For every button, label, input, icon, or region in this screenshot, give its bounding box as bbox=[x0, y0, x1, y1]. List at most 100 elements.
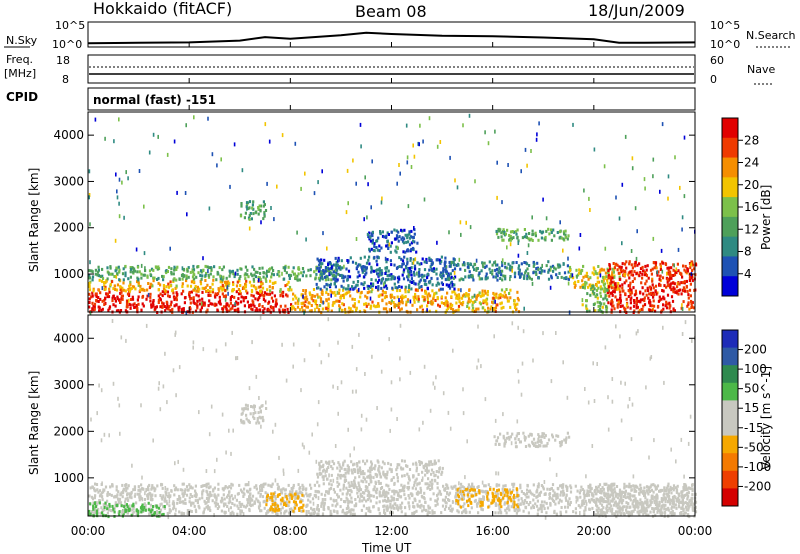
heatmap-cell bbox=[322, 231, 324, 236]
heatmap-cell bbox=[404, 295, 407, 299]
heatmap-cell bbox=[378, 267, 381, 271]
heatmap-cell bbox=[502, 496, 505, 500]
heatmap-cell bbox=[646, 286, 649, 290]
heatmap-cell bbox=[337, 266, 341, 270]
heatmap-cell bbox=[128, 494, 132, 498]
heatmap-cell bbox=[327, 263, 330, 266]
heatmap-cell bbox=[688, 288, 692, 292]
heatmap-cell bbox=[492, 487, 495, 491]
heatmap-cell bbox=[108, 305, 112, 309]
heatmap-cell bbox=[363, 275, 366, 279]
heatmap-cell bbox=[661, 289, 664, 292]
heatmap-cell bbox=[464, 262, 466, 267]
heatmap-cell bbox=[661, 511, 664, 515]
heatmap-cell bbox=[650, 291, 653, 295]
heatmap-cell bbox=[328, 487, 331, 491]
heatmap-cell bbox=[401, 294, 404, 298]
heatmap-cell bbox=[157, 298, 160, 302]
heatmap-cell bbox=[550, 274, 553, 278]
heatmap-cell bbox=[252, 415, 255, 419]
heatmap-cell bbox=[606, 298, 609, 302]
heatmap-cell bbox=[534, 231, 537, 235]
heatmap-cell bbox=[241, 168, 244, 173]
heatmap-cell bbox=[319, 287, 322, 291]
heatmap-cell bbox=[199, 308, 202, 312]
heatmap-cell bbox=[246, 268, 249, 272]
heatmap-cell bbox=[516, 505, 519, 509]
heatmap-cell bbox=[102, 488, 105, 492]
heatmap-cell bbox=[315, 282, 318, 286]
heatmap-cell bbox=[456, 185, 459, 190]
heatmap-cell bbox=[203, 484, 206, 487]
heatmap-cell bbox=[514, 303, 517, 307]
velocity-heatmap bbox=[88, 315, 698, 520]
heatmap-cell bbox=[566, 237, 569, 241]
heatmap-cell bbox=[613, 266, 616, 270]
heatmap-cell bbox=[268, 269, 271, 273]
heatmap-cell bbox=[494, 504, 497, 507]
heatmap-cell bbox=[301, 309, 304, 313]
heatmap-cell bbox=[397, 280, 400, 284]
heatmap-cell bbox=[504, 265, 507, 269]
heatmap-cell bbox=[203, 287, 206, 291]
heatmap-cell bbox=[203, 303, 206, 307]
heatmap-cell bbox=[166, 152, 169, 157]
heatmap-cell bbox=[182, 500, 185, 504]
heatmap-cell bbox=[463, 502, 466, 506]
heatmap-cell bbox=[398, 256, 401, 260]
heatmap-cell bbox=[604, 271, 607, 275]
heatmap-cell bbox=[315, 272, 318, 276]
heatmap-cell bbox=[147, 292, 150, 297]
heatmap-cell bbox=[425, 283, 428, 286]
heatmap-cell bbox=[440, 255, 443, 259]
heatmap-cell bbox=[179, 488, 182, 492]
heatmap-cell bbox=[602, 283, 605, 287]
heatmap-cell bbox=[681, 215, 684, 220]
heatmap-cell bbox=[106, 266, 109, 270]
heatmap-cell bbox=[365, 506, 368, 510]
heatmap-cell bbox=[162, 302, 165, 306]
heatmap-cell bbox=[88, 292, 91, 296]
heatmap-cell bbox=[431, 509, 434, 513]
heatmap-cell bbox=[404, 288, 407, 292]
heatmap-cell bbox=[93, 506, 96, 510]
heatmap-cell bbox=[622, 498, 625, 502]
heatmap-cell bbox=[396, 181, 398, 186]
heatmap-cell bbox=[410, 247, 413, 251]
heatmap-cell bbox=[294, 294, 297, 298]
heatmap-cell bbox=[337, 291, 341, 295]
heatmap-cell bbox=[101, 277, 105, 280]
heatmap-cell bbox=[605, 307, 608, 311]
heatmap-cell bbox=[683, 135, 686, 140]
heatmap-cell bbox=[383, 291, 386, 294]
heatmap-cell bbox=[614, 287, 617, 291]
heatmap-cell bbox=[342, 483, 345, 487]
heatmap-cell bbox=[486, 293, 489, 297]
heatmap-cell bbox=[482, 293, 485, 297]
heatmap-cell bbox=[672, 263, 675, 267]
heatmap-cell bbox=[596, 280, 599, 284]
heatmap-cell bbox=[452, 276, 455, 280]
heatmap-cell bbox=[270, 492, 273, 496]
heatmap-cell bbox=[539, 503, 542, 507]
heatmap-cell bbox=[378, 492, 381, 496]
heatmap-cell bbox=[372, 282, 375, 286]
heatmap-cell bbox=[380, 269, 383, 273]
heatmap-cell bbox=[693, 306, 696, 310]
heatmap-cell bbox=[270, 505, 273, 509]
heatmap-cell bbox=[124, 486, 128, 490]
heatmap-cell bbox=[108, 508, 111, 512]
heatmap-cell bbox=[619, 268, 622, 272]
heatmap-cell bbox=[645, 293, 648, 297]
nsearch-label: N.Search bbox=[746, 29, 796, 42]
heatmap-cell bbox=[594, 294, 597, 298]
heatmap-cell bbox=[186, 267, 189, 271]
heatmap-cell bbox=[173, 298, 176, 301]
heatmap-cell bbox=[193, 286, 197, 290]
heatmap-cell bbox=[472, 488, 475, 492]
heatmap-cell bbox=[567, 270, 570, 274]
heatmap-cell bbox=[516, 228, 519, 232]
heatmap-cell bbox=[450, 275, 453, 279]
heatmap-cell bbox=[248, 493, 252, 497]
heatmap-cell bbox=[229, 500, 232, 504]
